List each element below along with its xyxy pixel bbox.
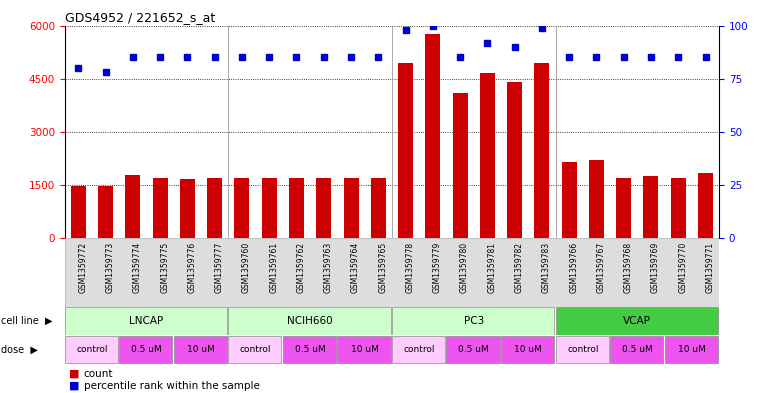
Bar	[670, 178, 686, 238]
Text: GSM1359763: GSM1359763	[323, 242, 333, 293]
Bar	[507, 82, 522, 238]
Bar	[283, 336, 336, 363]
Bar	[453, 93, 467, 238]
Text: ■: ■	[68, 381, 79, 391]
Text: percentile rank within the sample: percentile rank within the sample	[84, 381, 260, 391]
Text: control: control	[76, 345, 108, 354]
Text: control: control	[240, 345, 272, 354]
Bar	[119, 336, 173, 363]
Text: VCAP: VCAP	[623, 316, 651, 326]
Bar	[207, 178, 222, 238]
Bar	[398, 63, 413, 238]
Text: GSM1359777: GSM1359777	[215, 242, 224, 293]
Text: GSM1359781: GSM1359781	[487, 242, 496, 293]
Bar	[425, 35, 441, 238]
Bar	[644, 176, 658, 238]
Bar	[71, 186, 86, 238]
Bar	[610, 336, 664, 363]
Text: GSM1359782: GSM1359782	[514, 242, 524, 293]
Text: GSM1359768: GSM1359768	[624, 242, 632, 293]
Bar	[126, 175, 140, 238]
Bar	[556, 336, 609, 363]
Bar	[317, 178, 331, 238]
Text: GDS4952 / 221652_s_at: GDS4952 / 221652_s_at	[65, 11, 215, 24]
Text: GSM1359780: GSM1359780	[460, 242, 469, 293]
Text: 10 uM: 10 uM	[351, 345, 378, 354]
Text: GSM1359775: GSM1359775	[160, 242, 169, 293]
Text: GSM1359783: GSM1359783	[542, 242, 551, 293]
Text: GSM1359765: GSM1359765	[378, 242, 387, 293]
Bar	[562, 162, 577, 238]
Bar	[447, 336, 500, 363]
Bar	[174, 336, 227, 363]
Text: GSM1359774: GSM1359774	[133, 242, 142, 293]
Text: GSM1359771: GSM1359771	[705, 242, 715, 293]
Text: GSM1359779: GSM1359779	[433, 242, 442, 293]
Bar	[153, 178, 167, 238]
Bar	[337, 336, 390, 363]
Bar	[616, 178, 631, 238]
Bar	[234, 178, 250, 238]
Text: 0.5 uM: 0.5 uM	[295, 345, 326, 354]
Bar	[664, 336, 718, 363]
Bar	[501, 336, 554, 363]
Text: dose  ▶: dose ▶	[1, 344, 37, 354]
Bar	[589, 160, 604, 238]
Text: 10 uM: 10 uM	[678, 345, 705, 354]
Text: 0.5 uM: 0.5 uM	[622, 345, 653, 354]
Text: GSM1359769: GSM1359769	[651, 242, 660, 293]
Bar	[371, 178, 386, 238]
Text: GSM1359762: GSM1359762	[297, 242, 305, 293]
Bar	[556, 307, 718, 335]
Bar	[698, 173, 713, 238]
Text: NCIH660: NCIH660	[288, 316, 333, 326]
Text: GSM1359766: GSM1359766	[569, 242, 578, 293]
Bar	[289, 178, 304, 238]
Text: GSM1359772: GSM1359772	[78, 242, 88, 293]
Text: 10 uM: 10 uM	[514, 345, 542, 354]
Bar	[534, 63, 549, 238]
Bar	[228, 307, 390, 335]
Text: GSM1359761: GSM1359761	[269, 242, 279, 293]
Text: control: control	[403, 345, 435, 354]
Text: ■: ■	[68, 369, 79, 379]
Bar	[392, 307, 554, 335]
Text: cell line  ▶: cell line ▶	[1, 316, 53, 326]
Text: 10 uM: 10 uM	[187, 345, 215, 354]
Bar	[65, 336, 118, 363]
Bar	[180, 179, 195, 238]
Text: count: count	[84, 369, 113, 379]
Text: 0.5 uM: 0.5 uM	[131, 345, 162, 354]
Bar	[343, 178, 358, 238]
Text: control: control	[567, 345, 599, 354]
Text: GSM1359776: GSM1359776	[187, 242, 196, 293]
Bar	[262, 178, 277, 238]
Text: PC3: PC3	[463, 316, 484, 326]
Text: GSM1359773: GSM1359773	[106, 242, 115, 293]
Text: GSM1359770: GSM1359770	[678, 242, 687, 293]
Bar	[392, 336, 445, 363]
Text: GSM1359767: GSM1359767	[597, 242, 606, 293]
Text: GSM1359760: GSM1359760	[242, 242, 251, 293]
Bar	[228, 336, 282, 363]
Bar	[98, 186, 113, 238]
Text: LNCAP: LNCAP	[129, 316, 164, 326]
Text: GSM1359764: GSM1359764	[351, 242, 360, 293]
Text: GSM1359778: GSM1359778	[406, 242, 415, 293]
Bar	[65, 307, 227, 335]
Bar	[480, 73, 495, 238]
Text: 0.5 uM: 0.5 uM	[458, 345, 489, 354]
